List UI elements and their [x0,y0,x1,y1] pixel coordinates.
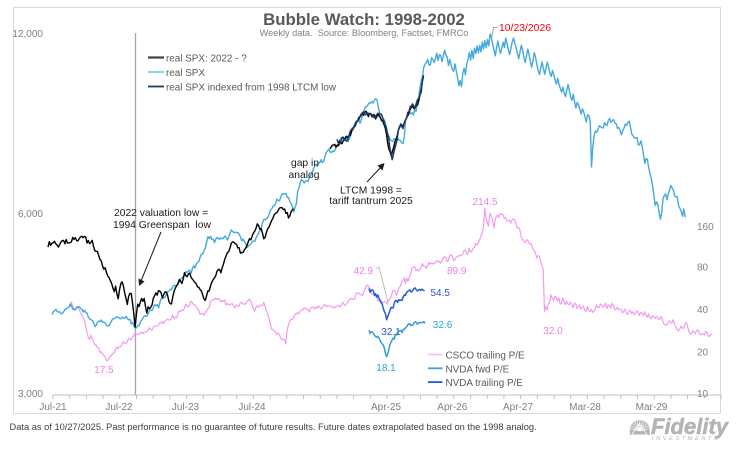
svg-text:54.5: 54.5 [431,288,451,299]
svg-text:NVDA fwd P/E: NVDA fwd P/E [446,364,510,375]
svg-text:80: 80 [697,263,709,274]
svg-text:Weekly data. Source: Bloomber: Weekly data. Source: Bloomberg, Factset,… [260,28,469,38]
svg-text:12,000: 12,000 [12,29,43,40]
svg-text:real SPX: 2022 - ?: real SPX: 2022 - ? [166,54,247,65]
svg-text:Mar-28: Mar-28 [569,402,601,413]
svg-text:Bubble Watch: 1998-2002: Bubble Watch: 1998-2002 [263,10,465,29]
svg-text:LTCM 1998 =: LTCM 1998 = [340,186,402,197]
svg-text:real SPX indexed from 1998 LTC: real SPX indexed from 1998 LTCM low [166,83,337,94]
svg-text:214.5: 214.5 [472,197,497,208]
svg-text:Jul-22: Jul-22 [105,402,133,413]
svg-text:Jul-21: Jul-21 [39,402,67,413]
svg-text:Fidelity: Fidelity [651,414,730,439]
svg-text:3,000: 3,000 [18,389,43,400]
svg-text:tariff tantrum 2025: tariff tantrum 2025 [329,196,413,207]
svg-text:NVDA trailing P/E: NVDA trailing P/E [446,378,524,389]
svg-text:18.1: 18.1 [376,363,396,374]
svg-text:20: 20 [697,348,709,359]
svg-text:Apr-25: Apr-25 [371,402,401,413]
svg-text:Apr-27: Apr-27 [503,402,533,413]
svg-text:real SPX: real SPX [166,68,205,79]
svg-text:17.5: 17.5 [94,365,114,376]
svg-text:89.9: 89.9 [447,266,467,277]
svg-text:1994 Greenspan low: 1994 Greenspan low [113,220,211,231]
svg-text:10: 10 [697,389,709,400]
svg-text:10/23/2026: 10/23/2026 [499,23,551,34]
svg-text:INVESTMENTS: INVESTMENTS [652,436,720,442]
svg-text:32.0: 32.0 [543,326,563,337]
svg-text:Apr-26: Apr-26 [437,402,467,413]
svg-text:42.9: 42.9 [354,266,374,277]
svg-text:CSCO trailing P/E: CSCO trailing P/E [446,351,525,362]
svg-text:analog: analog [289,170,320,181]
svg-text:gap in: gap in [291,158,319,169]
svg-text:32.6: 32.6 [433,320,453,331]
svg-text:Jul-24: Jul-24 [238,402,266,413]
svg-text:2022 valuation low =: 2022 valuation low = [114,208,208,219]
svg-text:160: 160 [697,222,714,233]
svg-text:6,000: 6,000 [18,209,43,220]
svg-text:32.1: 32.1 [381,327,401,338]
svg-text:Data as of 10/27/2025. Past pe: Data as of 10/27/2025. Past performance … [10,422,537,432]
svg-text:Mar-29: Mar-29 [636,402,668,413]
svg-text:Jul-23: Jul-23 [172,402,200,413]
svg-text:40: 40 [697,305,709,316]
